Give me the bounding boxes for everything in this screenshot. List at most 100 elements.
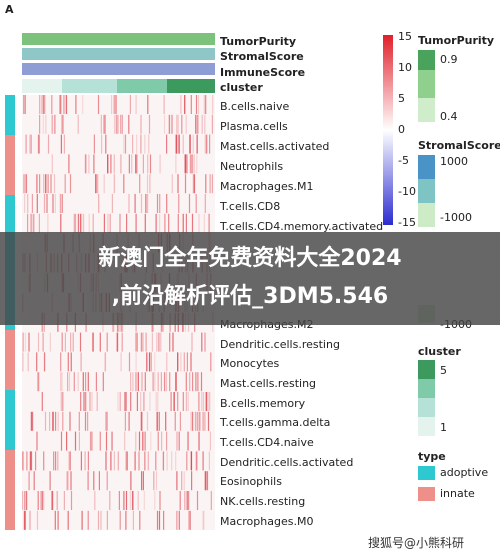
heat-cell bbox=[178, 134, 180, 154]
heat-cell bbox=[119, 510, 121, 530]
legend-label: 1 bbox=[440, 421, 447, 434]
row-label: T.cells.CD8 bbox=[219, 200, 280, 213]
stromal-bar bbox=[22, 48, 215, 60]
heat-cell bbox=[142, 471, 144, 491]
annotation-label: TumorPurity bbox=[220, 35, 296, 48]
heat-cell bbox=[38, 134, 40, 154]
heat-cell bbox=[82, 95, 84, 114]
heat-cell bbox=[203, 95, 205, 114]
heat-cell bbox=[178, 510, 180, 530]
heat-cell bbox=[49, 332, 51, 352]
row-label: Mast.cells.activated bbox=[220, 140, 329, 153]
banner-line: ,前沿解析评估_3DM5.546 bbox=[111, 284, 389, 309]
heat-cell bbox=[62, 114, 64, 134]
legend-swatch bbox=[418, 487, 435, 501]
heat-cell bbox=[209, 431, 211, 451]
heat-cell bbox=[147, 451, 149, 471]
heat-cell bbox=[135, 332, 137, 352]
legend-swatch bbox=[418, 179, 435, 203]
heat-cell bbox=[44, 95, 46, 114]
heat-cell bbox=[47, 134, 50, 154]
heat-cell bbox=[182, 213, 184, 233]
heat-cell bbox=[147, 95, 149, 114]
heat-cell bbox=[114, 114, 116, 134]
heat-cell bbox=[204, 471, 206, 491]
heat-cell bbox=[136, 372, 138, 392]
heat-cell bbox=[93, 471, 95, 491]
heat-cell bbox=[140, 411, 142, 431]
heat-cell bbox=[42, 332, 44, 352]
heat-cell bbox=[140, 392, 142, 411]
heat-cell bbox=[84, 154, 86, 174]
heat-cell bbox=[38, 134, 40, 154]
tumor-bar bbox=[22, 33, 215, 45]
row-label: Monocytes bbox=[220, 357, 280, 370]
heat-cell bbox=[196, 451, 198, 471]
legend-label: innate bbox=[440, 487, 475, 500]
heat-cell bbox=[135, 372, 137, 392]
heat-cell bbox=[30, 213, 32, 233]
heat-cell bbox=[192, 411, 194, 431]
heat-cell bbox=[37, 332, 40, 352]
heat-cell bbox=[45, 174, 47, 194]
heat-cell bbox=[85, 154, 87, 174]
heat-cell bbox=[168, 114, 171, 134]
heat-cell bbox=[148, 352, 151, 372]
heat-cell bbox=[40, 491, 42, 510]
heat-cell bbox=[164, 372, 166, 392]
heat-cell bbox=[69, 411, 71, 431]
heat-cell bbox=[173, 392, 175, 411]
heat-cell bbox=[70, 471, 72, 491]
heat-cell bbox=[69, 174, 72, 194]
heat-cell bbox=[138, 451, 140, 471]
heat-cell bbox=[158, 510, 161, 530]
heat-cell bbox=[92, 332, 94, 352]
row-label: B.cells.naive bbox=[220, 100, 289, 113]
heat-cell bbox=[189, 154, 191, 174]
heat-cell bbox=[125, 510, 127, 530]
heat-cell bbox=[159, 213, 161, 233]
annotation-label: cluster bbox=[220, 81, 263, 94]
heat-cell bbox=[72, 332, 74, 352]
heat-cell bbox=[39, 174, 41, 194]
heat-cell bbox=[189, 134, 191, 154]
row-label: Eosinophils bbox=[220, 475, 282, 488]
heat-cell bbox=[60, 134, 62, 154]
heat-cell bbox=[131, 491, 134, 510]
heat-cell bbox=[126, 451, 128, 471]
row-label: Plasma.cells bbox=[220, 120, 288, 133]
heat-cell bbox=[203, 510, 205, 530]
heat-cell bbox=[129, 95, 131, 114]
heat-cell bbox=[185, 372, 187, 392]
heat-cell bbox=[24, 510, 26, 530]
heat-cell bbox=[79, 332, 82, 352]
heat-cell bbox=[57, 411, 59, 431]
heat-cell bbox=[206, 134, 208, 154]
heat-cell bbox=[38, 213, 40, 233]
heat-cell bbox=[65, 95, 68, 114]
heat-cell bbox=[150, 352, 152, 372]
heat-cell bbox=[190, 95, 192, 114]
heat-cell bbox=[159, 194, 161, 213]
heat-cell bbox=[176, 431, 178, 451]
heat-cell bbox=[121, 332, 123, 352]
legend-swatch bbox=[418, 360, 435, 379]
heat-cell bbox=[120, 352, 122, 372]
heat-cell bbox=[78, 411, 80, 431]
cluster-seg bbox=[167, 79, 215, 93]
heat-cell bbox=[208, 451, 210, 471]
legend-swatch bbox=[418, 155, 435, 179]
heat-cell bbox=[68, 154, 70, 174]
heat-cell bbox=[91, 392, 93, 411]
heat-cell bbox=[118, 491, 120, 510]
heat-cell bbox=[163, 114, 166, 134]
heat-cell bbox=[186, 491, 188, 510]
heat-cell bbox=[170, 392, 172, 411]
heat-cell bbox=[189, 134, 191, 154]
heat-cell bbox=[207, 411, 210, 431]
heat-cell bbox=[121, 114, 123, 134]
heat-cell bbox=[142, 332, 144, 352]
heat-cell bbox=[148, 134, 150, 154]
heat-cell bbox=[211, 114, 213, 134]
legend-title: StromalScore bbox=[418, 139, 500, 152]
